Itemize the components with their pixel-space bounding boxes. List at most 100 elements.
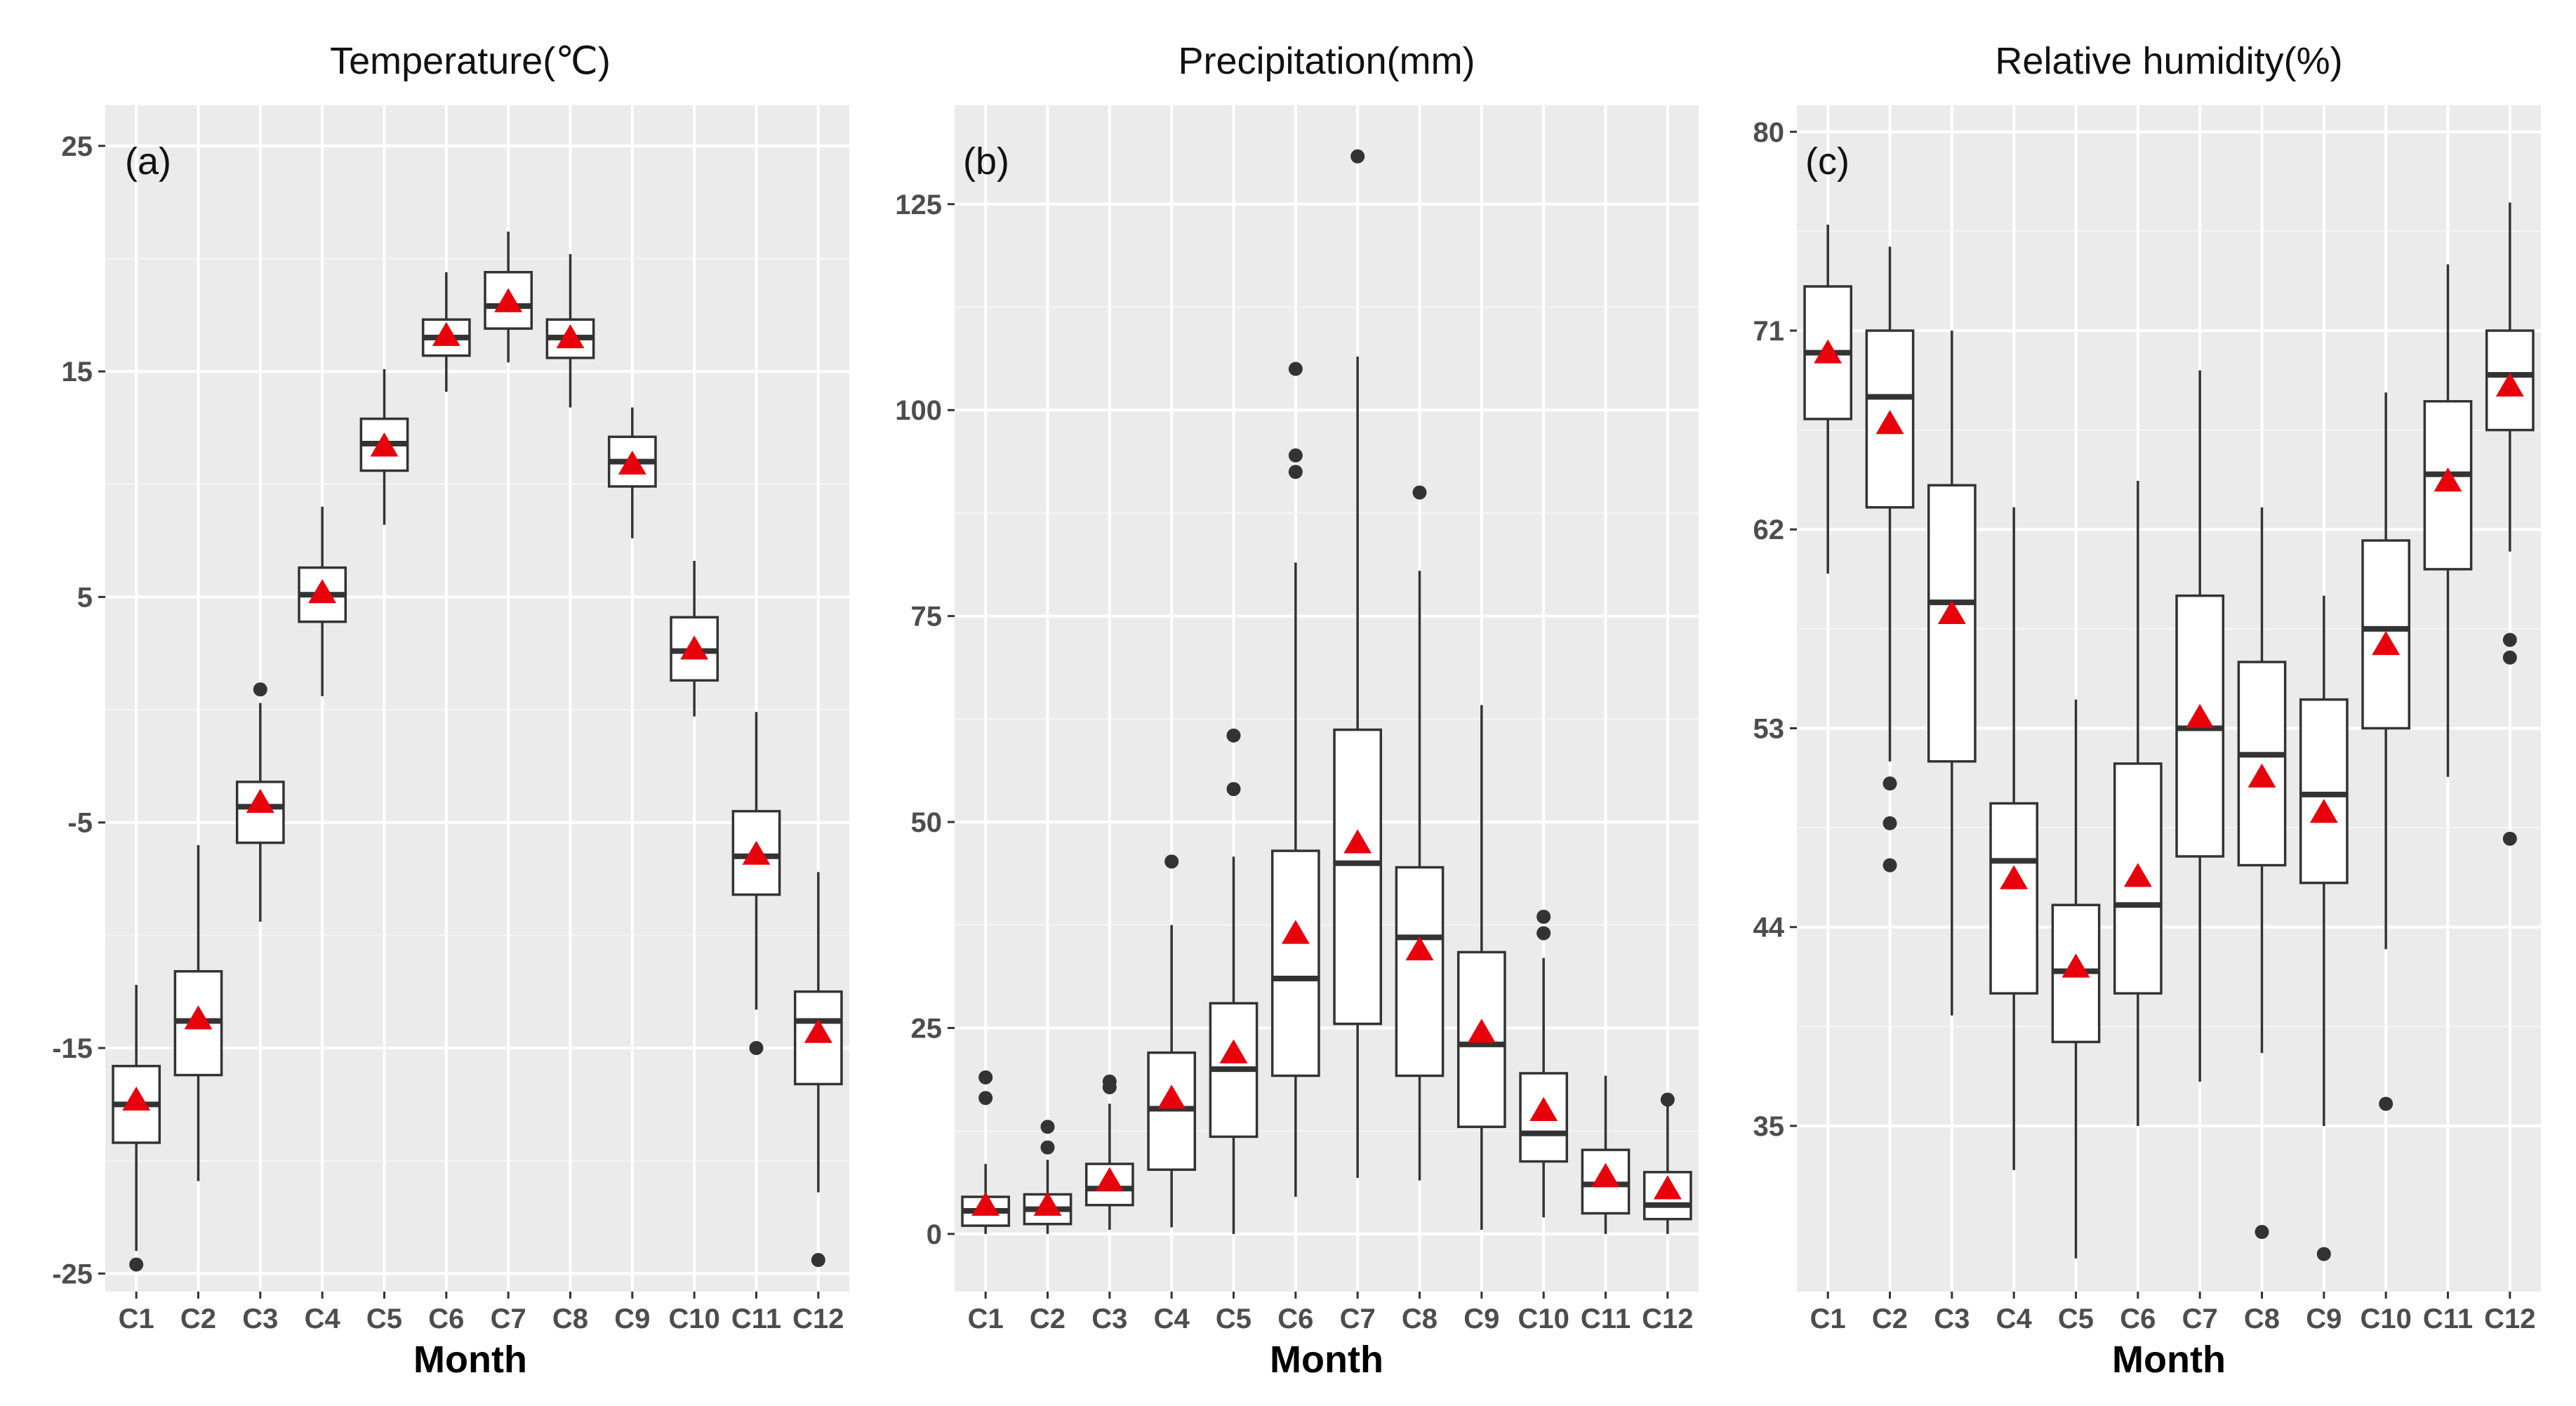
precipitation-plot-background [955, 105, 1699, 1292]
temperature-y-axis: -25 -15 -5 5 15 25 [52, 131, 105, 1289]
temperature-x-tick-label: C3 [242, 1304, 278, 1334]
humidity-outlier-point [2316, 1247, 2331, 1261]
humidity-mean-marker [2309, 799, 2338, 823]
precipitation-x-tick-label: C4 [1154, 1304, 1190, 1334]
humidity-mean-marker [2372, 630, 2401, 656]
humidity-mean-marker [2248, 763, 2276, 788]
humidity-box [2113, 762, 2163, 995]
precipitation-x-axis-label: Month [1270, 1339, 1383, 1381]
precipitation-y-tick-label: 75 [911, 602, 943, 632]
precipitation-outlier-point [978, 1070, 993, 1085]
humidity-outlier-point [1883, 816, 1897, 830]
humidity-outlier-point [2502, 650, 2517, 665]
temperature-x-tick-label: C9 [614, 1304, 650, 1334]
precipitation-x-tick-label: C5 [1216, 1304, 1252, 1334]
precipitation-boxes [961, 149, 1692, 1234]
precipitation-mean-marker [1281, 920, 1310, 944]
precipitation-outlier-point [1102, 1074, 1117, 1089]
humidity-minor-gridlines [1797, 230, 2541, 1028]
humidity-mean-marker [2000, 865, 2029, 889]
temperature-y-tick-label: -15 [52, 1033, 93, 1064]
humidity-panel: Relative humidity(%) 35 44 53 62 71 80 C1 C2 C3… [1753, 40, 2541, 1381]
precipitation-mean-marker [1157, 1085, 1186, 1109]
temperature-mean-marker [370, 432, 399, 457]
temperature-x-tick-label: C12 [792, 1304, 844, 1334]
temperature-outlier-point [129, 1257, 144, 1272]
precipitation-outlier-point [1350, 149, 1365, 164]
precipitation-mean-marker [1467, 1019, 1496, 1043]
temperature-x-tick-label: C10 [668, 1304, 719, 1334]
humidity-mean-marker [2123, 863, 2152, 887]
precipitation-mean-marker [1343, 829, 1372, 854]
humidity-outlier-point [2502, 831, 2517, 846]
temperature-x-axis-label: Month [413, 1339, 527, 1381]
precipitation-outlier-point [1040, 1140, 1055, 1155]
temperature-minor-gridlines [105, 258, 849, 1162]
precipitation-mean-marker [1033, 1191, 1062, 1216]
precipitation-x-tick-label: C7 [1340, 1304, 1376, 1334]
precipitation-panel: Precipitation(mm) 0 25 50 75 100 125 C1 C2 C3 C4… [895, 40, 1699, 1381]
precipitation-outlier-point [1040, 1120, 1055, 1134]
humidity-x-tick-label: C2 [1872, 1304, 1908, 1334]
precipitation-title: Precipitation(mm) [1178, 40, 1475, 82]
humidity-x-tick-label: C9 [2306, 1304, 2342, 1334]
humidity-x-tick-label: C4 [1996, 1304, 2033, 1334]
precipitation-box [1333, 728, 1383, 1026]
precipitation-y-tick-label: 25 [911, 1013, 943, 1044]
precipitation-box [1270, 849, 1320, 1077]
precipitation-x-tick-label: C8 [1402, 1304, 1438, 1334]
precipitation-outlier-point [1412, 485, 1427, 500]
precipitation-mean-marker [1653, 1175, 1682, 1200]
humidity-y-tick-label: 62 [1753, 515, 1785, 545]
humidity-x-tick-label: C3 [1934, 1304, 1970, 1334]
humidity-outlier-point [1883, 858, 1897, 873]
humidity-outlier-point [2502, 632, 2517, 647]
humidity-outlier-point [2379, 1096, 2394, 1111]
humidity-x-tick-label: C10 [2360, 1304, 2411, 1334]
precipitation-box [1395, 866, 1445, 1077]
temperature-x-axis: C1 C2 C3 C4 C5 C6 C7 C8 C9 C10 C11 C12 [119, 1292, 844, 1334]
precipitation-y-tick-label: 100 [895, 395, 942, 426]
temperature-outlier-point [811, 1253, 825, 1268]
humidity-y-tick-label: 80 [1753, 117, 1785, 148]
temperature-mean-marker [184, 1005, 213, 1030]
humidity-x-tick-label: C8 [2244, 1304, 2280, 1334]
humidity-plot-background [1797, 105, 2541, 1292]
humidity-x-tick-label: C1 [1810, 1304, 1846, 1334]
precipitation-x-tick-label: C2 [1030, 1304, 1065, 1334]
humidity-mean-marker [2186, 703, 2215, 728]
precipitation-outlier-point [1288, 448, 1303, 463]
precipitation-y-tick-label: 125 [895, 190, 942, 220]
humidity-y-tick-label: 44 [1753, 913, 1785, 943]
temperature-x-tick-label: C11 [731, 1304, 781, 1334]
precipitation-mean-marker [1095, 1167, 1124, 1191]
temperature-y-tick-label: -25 [52, 1259, 93, 1289]
temperature-x-tick-label: C8 [552, 1304, 588, 1334]
humidity-mean-marker [1937, 599, 1966, 625]
humidity-mean-marker [1814, 339, 1843, 364]
precipitation-mean-marker [1219, 1039, 1248, 1063]
humidity-x-tick-label: C6 [2120, 1304, 2156, 1334]
precipitation-outlier-point [1164, 854, 1179, 869]
precipitation-outlier-point [1660, 1092, 1675, 1107]
humidity-mean-marker [2062, 953, 2090, 978]
precipitation-x-tick-label: C3 [1091, 1304, 1127, 1334]
temperature-panel-letter: (a) [125, 140, 171, 183]
humidity-x-tick-label: C11 [2423, 1304, 2473, 1334]
temperature-mean-marker [308, 578, 337, 604]
humidity-box [1989, 802, 2039, 995]
temperature-mean-marker [742, 840, 771, 865]
temperature-title: Temperature(℃) [330, 40, 611, 82]
temperature-outlier-point [253, 682, 267, 697]
precipitation-y-tick-label: 50 [911, 807, 943, 838]
humidity-y-tick-label: 35 [1753, 1111, 1785, 1142]
humidity-outlier-point [1883, 776, 1897, 791]
precipitation-outlier-point [1536, 926, 1551, 941]
temperature-mean-marker [556, 324, 585, 349]
humidity-y-axis: 35 44 53 62 71 80 [1753, 117, 1797, 1142]
precipitation-x-tick-label: C10 [1518, 1304, 1569, 1334]
temperature-x-tick-label: C6 [428, 1304, 464, 1334]
precipitation-outlier-point [978, 1091, 993, 1106]
precipitation-mean-marker [1529, 1096, 1558, 1122]
